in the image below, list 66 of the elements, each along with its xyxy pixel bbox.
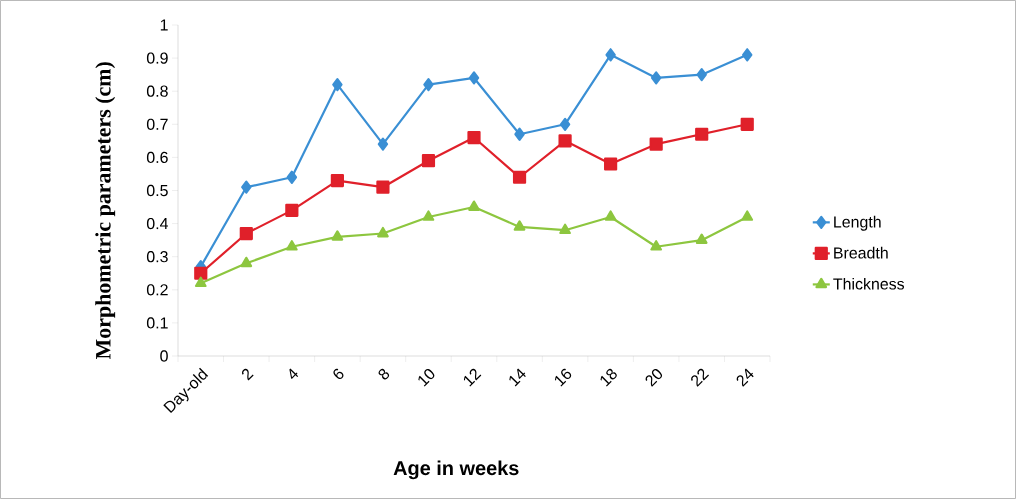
point [468, 200, 480, 211]
point [604, 210, 617, 221]
y-tick-label: 0.2 [146, 284, 168, 296]
point [650, 240, 663, 251]
point [377, 137, 389, 151]
point [741, 210, 754, 221]
point [330, 173, 344, 188]
x-tick-label: 22 [691, 368, 709, 387]
point [650, 71, 662, 85]
y-tick-label: 0.5 [146, 184, 168, 197]
point [377, 226, 389, 238]
point [285, 203, 299, 217]
point [331, 230, 344, 241]
point [742, 48, 753, 62]
point [695, 127, 709, 141]
point [514, 127, 525, 141]
y-axis-title: Morphometric parameters (cm) [95, 62, 116, 360]
point [559, 117, 571, 131]
point [194, 266, 208, 280]
point [467, 130, 481, 145]
point [605, 48, 616, 62]
point [695, 233, 708, 244]
x-axis-title: Age in weeks [393, 460, 519, 480]
point [559, 223, 571, 235]
point [696, 68, 707, 82]
y-tick-label: 0.8 [146, 85, 168, 97]
y-tick-label: 0.4 [146, 217, 169, 230]
x-tick-label: 4 [289, 368, 299, 379]
x-tick-label: 8 [378, 368, 390, 380]
point [513, 220, 526, 231]
point [241, 180, 252, 194]
point [285, 240, 298, 251]
point [422, 210, 435, 221]
legend-label: Thickness [833, 277, 905, 290]
x-tick-label: 12 [463, 368, 482, 387]
point [604, 157, 618, 171]
legend-label: Breadth [834, 246, 888, 259]
x-tick-label: 18 [600, 368, 617, 387]
x-tick-label: 16 [554, 368, 572, 387]
y-tick-label: 0 [160, 350, 168, 362]
point [421, 154, 436, 168]
y-tick-label: 0.6 [146, 151, 168, 164]
point [468, 71, 480, 85]
x-tick-label: 24 [736, 368, 754, 387]
point [240, 256, 253, 268]
point [423, 77, 434, 92]
x-tick-label: 20 [645, 369, 663, 387]
x-tick-label: 6 [333, 368, 344, 380]
y-tick-label: 0.1 [146, 317, 168, 329]
y-tick-label: 0.9 [146, 52, 168, 64]
point [512, 170, 527, 184]
point [740, 117, 754, 131]
y-tick-label: 0.3 [146, 251, 168, 263]
point [194, 276, 207, 288]
y-tick-label: 1 [160, 19, 168, 31]
point [332, 77, 343, 92]
point [376, 180, 390, 194]
x-tick-label: 10 [418, 369, 435, 387]
point [239, 226, 253, 241]
legend-label: Length [834, 215, 881, 231]
x-tick-label: 2 [241, 368, 254, 381]
x-tick-label: 14 [509, 368, 526, 387]
point [649, 137, 663, 151]
point [286, 170, 298, 184]
point [558, 134, 572, 148]
y-tick-label: 0.7 [146, 118, 168, 130]
